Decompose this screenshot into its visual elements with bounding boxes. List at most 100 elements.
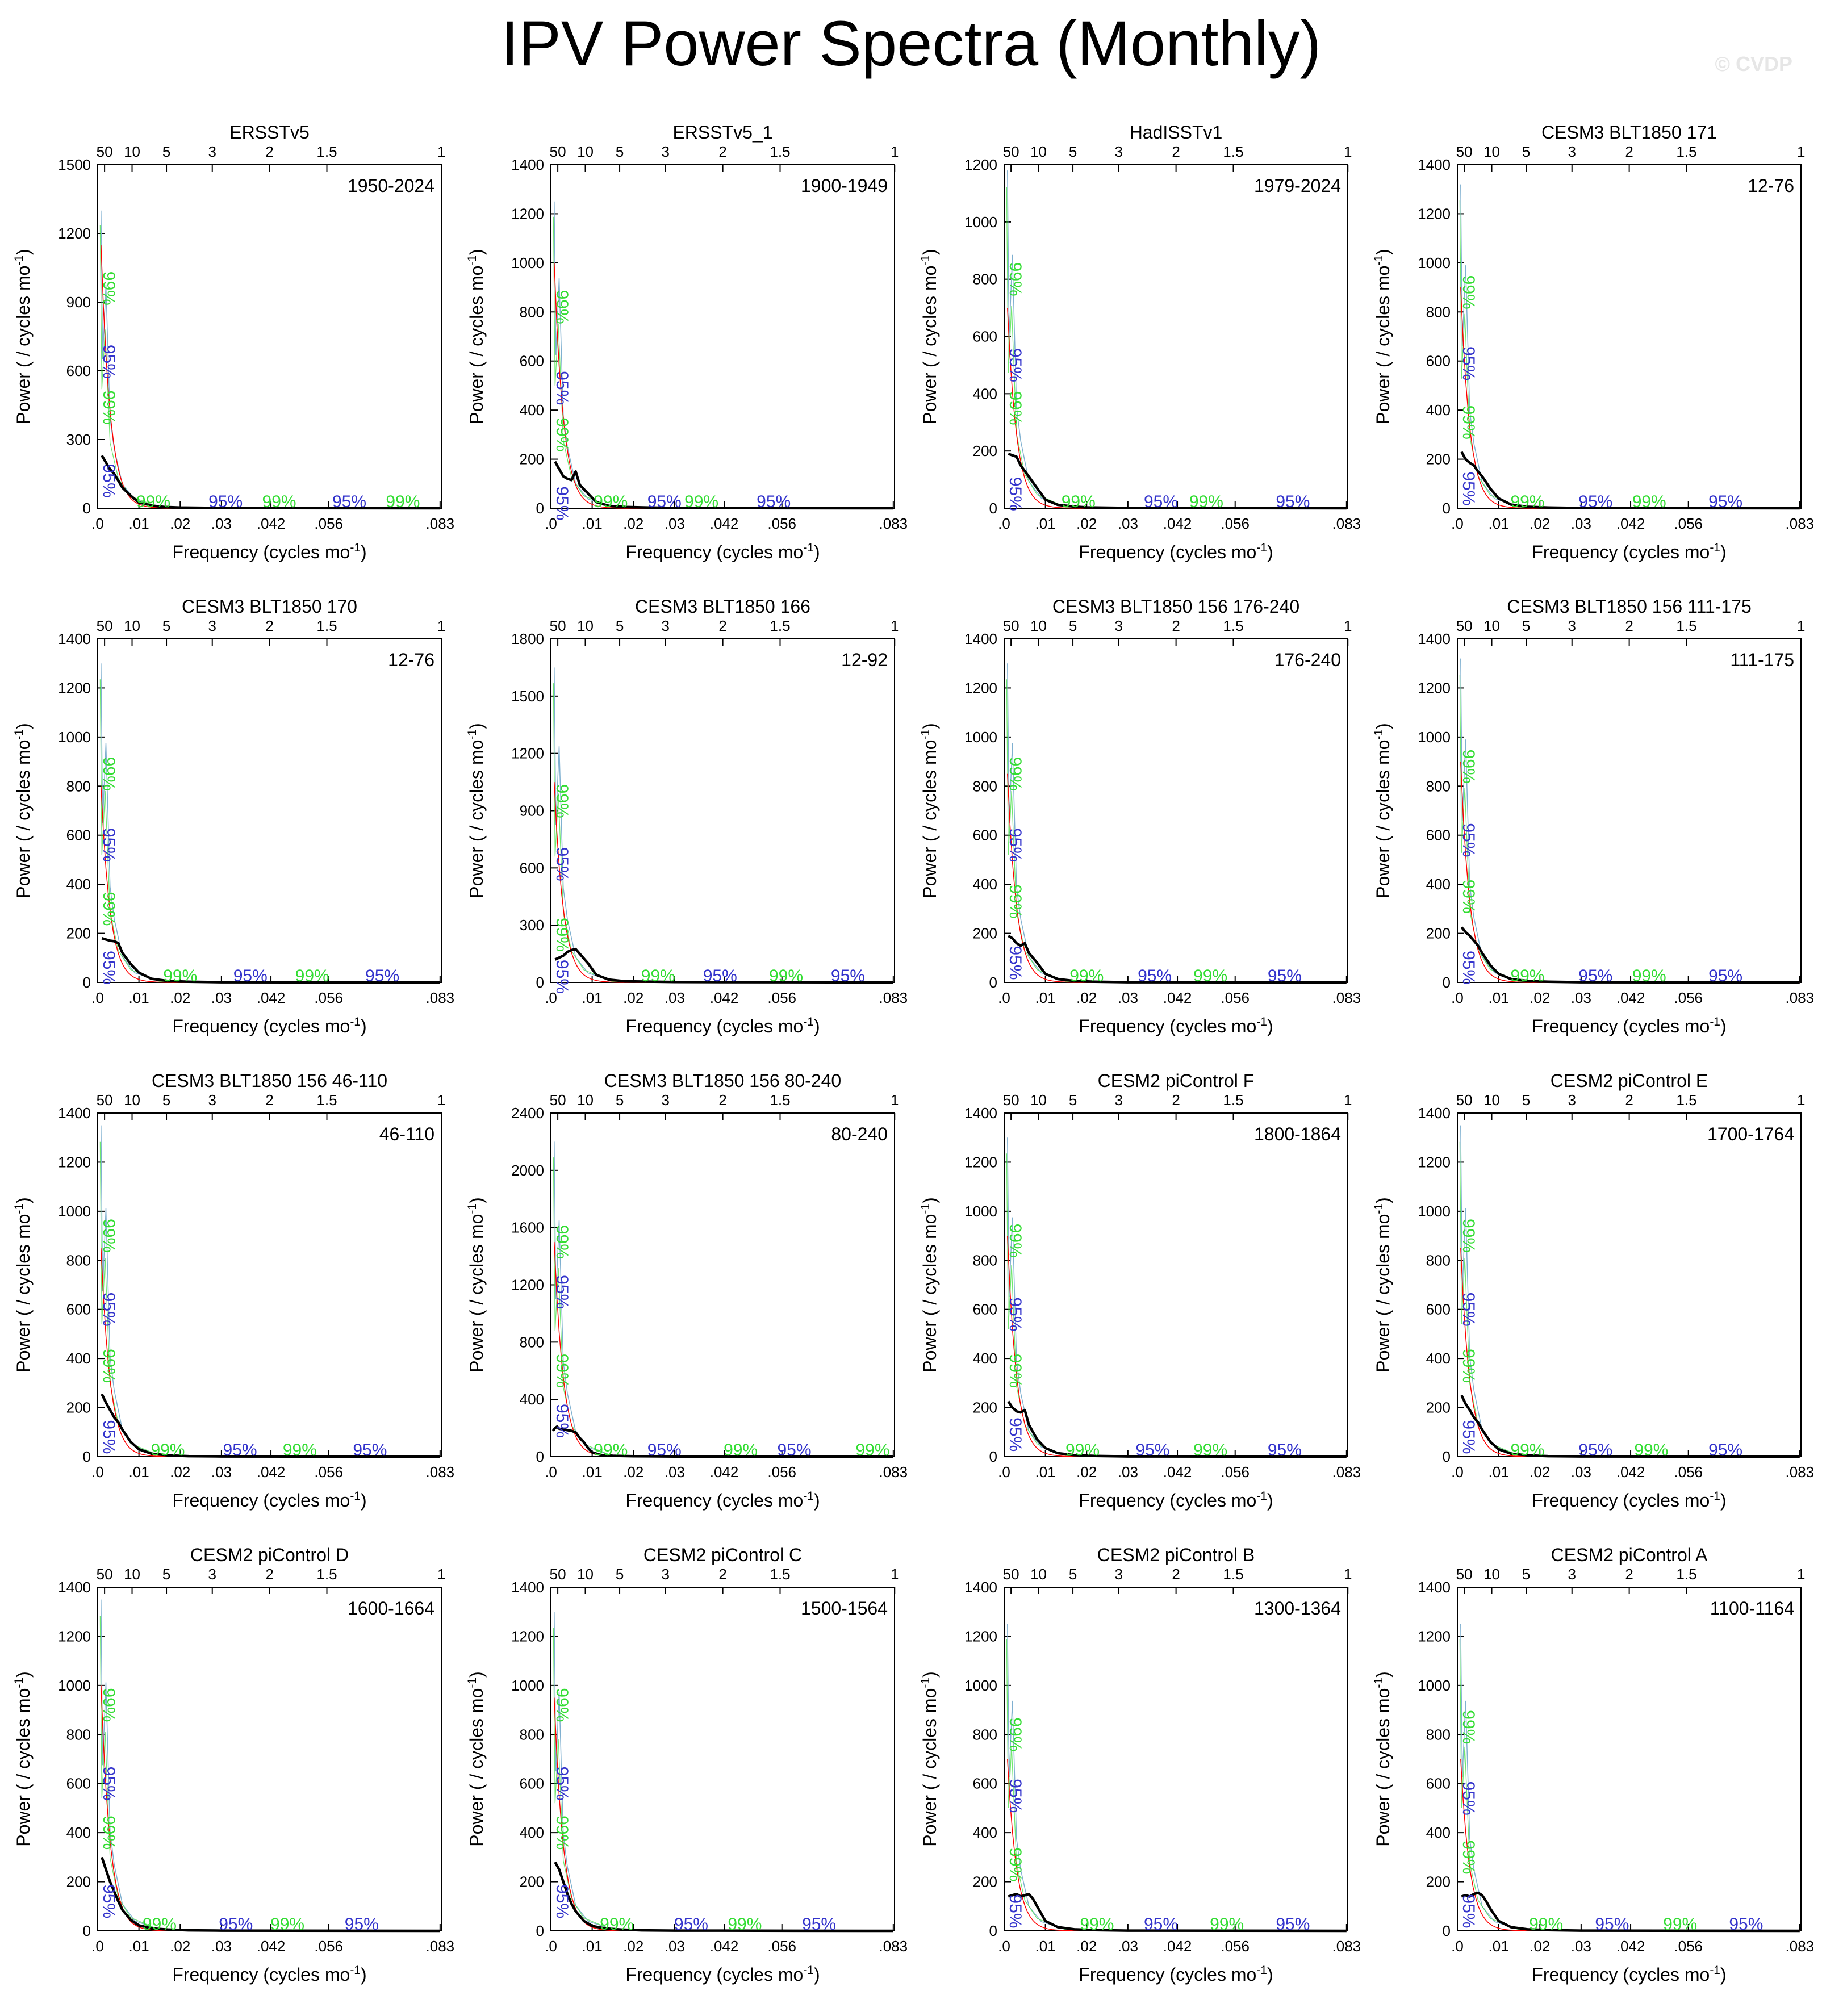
period-tick-label: 1.5 — [316, 1091, 337, 1109]
significance-label: 99% — [1632, 492, 1666, 511]
red-noise-curve — [1460, 287, 1800, 509]
plot-frame — [1457, 638, 1802, 983]
panel-period: 46-110 — [379, 1124, 434, 1144]
significance-label: 99% — [728, 1915, 762, 1934]
y-tick-label: 0 — [536, 500, 544, 517]
y-tick-label: 1400 — [964, 630, 997, 647]
ci-curve — [1007, 1624, 1347, 1931]
power-spectrum-line — [101, 1393, 440, 1458]
y-tick-label: 0 — [1443, 500, 1451, 517]
power-spectrum-line — [1460, 1395, 1800, 1458]
significance-label: 99% — [1459, 275, 1478, 309]
significance-label: 99% — [1006, 1224, 1025, 1258]
y-tick-label: 200 — [973, 925, 997, 942]
significance-label: 95% — [703, 967, 737, 985]
panel-title: CESM2 piControl C — [643, 1545, 802, 1565]
significance-label: 99% — [1663, 1915, 1697, 1934]
x-tick-label: .01 — [1489, 989, 1509, 1006]
period-tick-label: 2 — [1172, 1091, 1180, 1109]
period-tick-label: 50 — [1003, 143, 1019, 160]
panel-title: CESM3 BLT1850 156 80-240 — [604, 1070, 841, 1091]
y-tick-label: 2400 — [511, 1105, 544, 1122]
significance-label: 95% — [647, 492, 682, 511]
period-tick-label: 10 — [124, 1566, 140, 1583]
x-tick-label: .0 — [998, 1938, 1010, 1955]
x-tick-label: .01 — [1035, 1463, 1056, 1480]
power-spectrum-line — [1007, 1400, 1347, 1458]
period-tick-label: 1.5 — [316, 617, 337, 634]
y-tick-label: 1200 — [511, 745, 544, 762]
panel-title: CESM3 BLT1850 170 — [182, 596, 357, 617]
significance-label: 99% — [1459, 880, 1478, 914]
power-spectrum-line — [554, 947, 893, 984]
x-axis-label: Frequency (cycles mo-1) — [1532, 1964, 1726, 1985]
significance-label: 99% — [1006, 884, 1025, 918]
y-tick-label: 300 — [66, 431, 91, 448]
panel-title: CESM3 BLT1850 171 — [1541, 122, 1717, 143]
y-tick-label: 800 — [973, 1252, 997, 1269]
period-tick-label: 5 — [1069, 143, 1077, 160]
x-tick-label: .083 — [1786, 515, 1815, 532]
y-tick-label: 400 — [520, 401, 544, 419]
period-tick-label: 50 — [1456, 143, 1473, 160]
x-tick-label: .083 — [1786, 989, 1815, 1006]
significance-label: 99% — [553, 290, 571, 324]
y-axis-label: Power ( / cycles mo-1) — [466, 1671, 487, 1847]
y-tick-label: 2000 — [511, 1162, 544, 1179]
period-tick-label: 50 — [97, 143, 113, 160]
power-spectrum-line — [1008, 453, 1347, 510]
x-tick-label: .03 — [665, 989, 685, 1006]
y-tick-label: 600 — [973, 328, 997, 345]
significance-label: 99% — [553, 1816, 571, 1850]
significance-label: 95% — [553, 960, 571, 994]
significance-label: 99% — [1065, 1441, 1100, 1459]
significance-label: 99% — [99, 1349, 118, 1383]
y-tick-label: 0 — [1443, 1922, 1451, 1939]
significance-label: 95% — [831, 967, 865, 985]
significance-label: 99% — [553, 1354, 571, 1388]
x-tick-label: .01 — [582, 1938, 603, 1955]
period-tick-label: 2 — [1625, 143, 1633, 160]
panel-period: 12-76 — [1748, 175, 1794, 196]
y-tick-label: 800 — [66, 1252, 91, 1269]
period-tick-label: 50 — [1456, 1566, 1473, 1583]
period-tick-label: 10 — [124, 1091, 140, 1109]
ci-curve — [101, 210, 440, 509]
significance-label: 99% — [855, 1441, 889, 1459]
significance-label: 95% — [1595, 1915, 1629, 1934]
y-tick-label: 1000 — [964, 1203, 997, 1220]
y-tick-label: 800 — [973, 777, 997, 794]
period-tick-label: 1.5 — [770, 143, 790, 160]
period-tick-label: 3 — [208, 1566, 216, 1583]
significance-label: 95% — [1268, 967, 1302, 985]
x-tick-label: .01 — [1035, 1938, 1056, 1955]
plot-frame — [97, 1587, 442, 1931]
y-tick-label: 800 — [973, 271, 997, 288]
period-tick-label: 3 — [208, 143, 216, 160]
y-tick-label: 0 — [989, 1448, 997, 1465]
period-tick-label: 50 — [550, 1566, 566, 1583]
y-tick-label: 800 — [1426, 1252, 1451, 1269]
significance-label: 95% — [1006, 348, 1025, 382]
plot-frame — [1004, 638, 1348, 983]
y-tick-label: 1400 — [964, 1105, 997, 1122]
x-tick-label: .0 — [1451, 989, 1464, 1006]
x-tick-label: .02 — [1530, 1938, 1550, 1955]
x-tick-label: .056 — [1674, 1463, 1703, 1480]
sig99-curve — [553, 1628, 893, 1931]
y-tick-label: 200 — [1426, 1873, 1451, 1890]
y-tick-label: 800 — [66, 1726, 91, 1743]
x-tick-label: .02 — [623, 989, 643, 1006]
significance-label: 99% — [99, 1219, 118, 1253]
x-tick-label: .03 — [665, 515, 685, 532]
period-tick-label: 1 — [437, 1091, 445, 1109]
period-tick-label: 5 — [162, 1091, 170, 1109]
y-tick-label: 1400 — [511, 156, 544, 173]
ci-curve — [101, 1599, 440, 1931]
y-tick-label: 800 — [520, 303, 544, 320]
period-tick-label: 5 — [1522, 1566, 1530, 1583]
y-tick-label: 1200 — [964, 1628, 997, 1645]
y-tick-label: 0 — [536, 1922, 544, 1939]
panel-title: CESM2 piControl D — [190, 1545, 349, 1565]
